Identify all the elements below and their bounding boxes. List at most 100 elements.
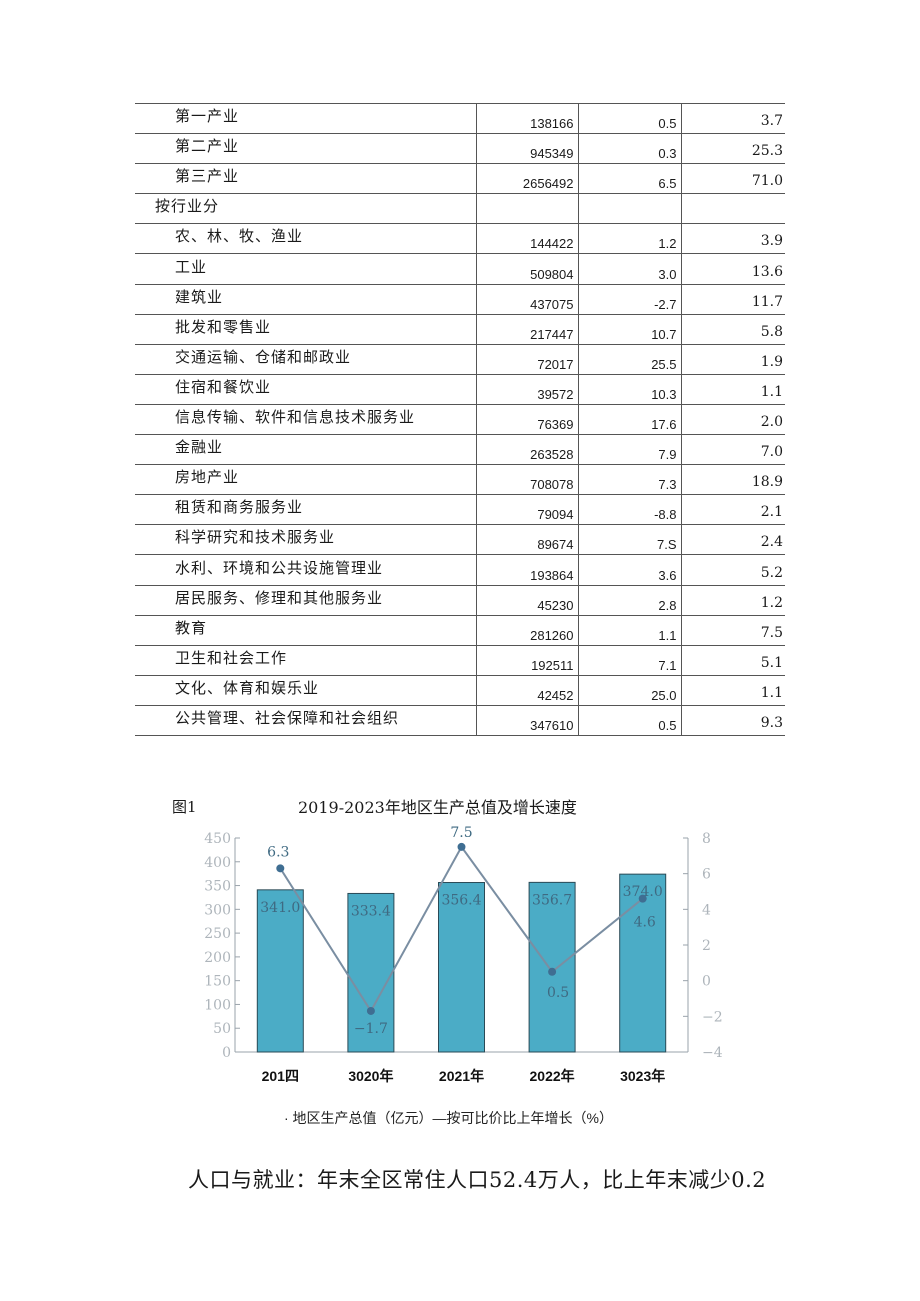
growth-point bbox=[638, 894, 647, 903]
share-cell: 1.9 bbox=[680, 344, 785, 375]
gdp-value-cell: 437075 bbox=[475, 284, 578, 315]
industry-name-cell: 工业 bbox=[135, 253, 476, 285]
growth-label: 7.5 bbox=[450, 825, 472, 841]
left-tick-label: 250 bbox=[204, 926, 231, 942]
growth-rate-cell: 3.6 bbox=[577, 554, 681, 586]
population-paragraph: 人口与就业：年末全区常住人口52.4万人，比上年末减少0.2 bbox=[188, 1168, 767, 1192]
growth-rate-cell: 7.9 bbox=[577, 434, 681, 466]
table-row: 按行业分 bbox=[135, 193, 785, 225]
left-tick-label: 100 bbox=[204, 997, 231, 1013]
table-row: 建筑业 437075 -2.7 11.7 bbox=[135, 284, 785, 315]
industry-name-cell: 租赁和商务服务业 bbox=[135, 494, 476, 526]
gdp-bar-label: 341.0 bbox=[260, 900, 300, 916]
table-row: 工业 509804 3.0 13.6 bbox=[135, 253, 785, 285]
industry-name-cell: 卫生和社会工作 bbox=[135, 645, 476, 676]
growth-rate-cell: -8.8 bbox=[577, 494, 681, 526]
growth-rate-cell: -2.7 bbox=[577, 284, 681, 315]
table-row: 信息传输、软件和信息技术服务业 76369 17.6 2.0 bbox=[135, 404, 785, 436]
industry-name-cell: 科学研究和技术服务业 bbox=[135, 524, 476, 556]
growth-rate-cell: 7.1 bbox=[577, 645, 681, 676]
growth-point bbox=[366, 1006, 375, 1015]
table-row: 第一产业 138166 0.5 3.7 bbox=[135, 102, 785, 135]
table-row: 住宿和餐饮业 39572 10.3 1.1 bbox=[135, 374, 785, 405]
left-tick-label: 300 bbox=[204, 902, 231, 918]
right-tick-label: 4 bbox=[702, 902, 711, 918]
gdp-value-cell: 76369 bbox=[475, 404, 578, 436]
share-cell bbox=[680, 193, 785, 225]
industry-name-cell: 信息传输、软件和信息技术服务业 bbox=[135, 404, 476, 436]
gdp-bar bbox=[256, 889, 304, 1053]
share-cell: 2.1 bbox=[680, 494, 785, 526]
gdp-value-cell: 45230 bbox=[475, 585, 578, 616]
gdp-by-industry-table: 第一产业 138166 0.5 3.7 第二产业 945349 0.3 25.3 第三产业 265… bbox=[135, 102, 785, 736]
x-category-label: 201四 bbox=[262, 1068, 299, 1084]
industry-name-cell: 按行业分 bbox=[135, 193, 476, 225]
growth-rate-cell: 0.3 bbox=[577, 133, 681, 165]
table-row: 卫生和社会工作 192511 7.1 5.1 bbox=[135, 645, 785, 676]
table-row: 租赁和商务服务业 79094 -8.8 2.1 bbox=[135, 494, 785, 526]
gdp-bar bbox=[347, 892, 395, 1053]
right-tick-label: 8 bbox=[702, 831, 711, 847]
gdp-value-cell: 263528 bbox=[475, 434, 578, 466]
share-cell: 9.3 bbox=[680, 705, 785, 736]
growth-point bbox=[457, 842, 466, 851]
share-cell: 2.4 bbox=[680, 524, 785, 556]
growth-rate-cell: 0.5 bbox=[577, 102, 681, 135]
industry-name-cell: 文化、体育和娱乐业 bbox=[135, 675, 476, 706]
share-cell: 1.1 bbox=[680, 675, 785, 706]
share-cell: 13.6 bbox=[680, 253, 785, 285]
growth-point bbox=[548, 967, 557, 976]
growth-rate-cell: 10.7 bbox=[577, 314, 681, 345]
gdp-value-cell: 509804 bbox=[475, 253, 578, 285]
gdp-value-cell bbox=[475, 193, 578, 225]
gdp-value-cell: 39572 bbox=[475, 374, 578, 405]
share-cell: 18.9 bbox=[680, 464, 785, 496]
industry-name-cell: 交通运输、仓储和邮政业 bbox=[135, 344, 476, 375]
table-row: 居民服务、修理和其他服务业 45230 2.8 1.2 bbox=[135, 585, 785, 616]
industry-name-cell: 第三产业 bbox=[135, 163, 476, 195]
industry-name-cell: 教育 bbox=[135, 615, 476, 646]
gdp-bar bbox=[438, 882, 485, 1053]
gdp-bar-label: 333.4 bbox=[351, 903, 391, 919]
gdp-value-cell: 138166 bbox=[475, 102, 578, 135]
gdp-value-cell: 2656492 bbox=[475, 163, 578, 195]
table-row: 农、林、牧、渔业 144422 1.2 3.9 bbox=[135, 223, 785, 255]
growth-rate-cell: 1.1 bbox=[577, 615, 681, 646]
share-cell: 1.1 bbox=[680, 374, 785, 405]
growth-rate-cell: 10.3 bbox=[577, 374, 681, 405]
gdp-value-cell: 42452 bbox=[475, 675, 578, 706]
gdp-bar-label: 356.4 bbox=[441, 893, 481, 909]
growth-rate-cell: 25.0 bbox=[577, 675, 681, 706]
share-cell: 5.8 bbox=[680, 314, 785, 345]
table-row: 水利、环境和公共设施管理业 193864 3.6 5.2 bbox=[135, 554, 785, 586]
x-category-label: 2021年 bbox=[439, 1068, 484, 1084]
left-tick-label: 450 bbox=[204, 831, 231, 847]
left-tick-label: 150 bbox=[204, 974, 231, 990]
table-row: 批发和零售业 217447 10.7 5.8 bbox=[135, 314, 785, 345]
chart-legend: · 地区生产总值（亿元）—按可比价比上年增长（%） bbox=[284, 1110, 613, 1126]
share-cell: 7.5 bbox=[680, 615, 785, 646]
share-cell: 3.7 bbox=[680, 102, 785, 135]
share-cell: 25.3 bbox=[680, 133, 785, 165]
table-row: 房地产业 708078 7.3 18.9 bbox=[135, 464, 785, 496]
growth-rate-cell: 25.5 bbox=[577, 344, 681, 375]
table-row: 公共管理、社会保障和社会组织 347610 0.5 9.3 bbox=[135, 705, 785, 736]
growth-rate-cell bbox=[577, 193, 681, 225]
gdp-value-cell: 79094 bbox=[475, 494, 578, 526]
industry-name-cell: 批发和零售业 bbox=[135, 314, 476, 345]
share-cell: 5.1 bbox=[680, 645, 785, 676]
growth-rate-cell: 2.8 bbox=[577, 585, 681, 616]
growth-label: 4.6 bbox=[634, 915, 656, 931]
share-cell: 2.0 bbox=[680, 404, 785, 436]
table-row: 科学研究和技术服务业 89674 7.S 2.4 bbox=[135, 524, 785, 556]
table-row: 文化、体育和娱乐业 42452 25.0 1.1 bbox=[135, 675, 785, 706]
industry-name-cell: 房地产业 bbox=[135, 464, 476, 496]
gdp-bar-label: 356.7 bbox=[532, 892, 572, 908]
growth-point bbox=[276, 864, 285, 873]
industry-name-cell: 农、林、牧、渔业 bbox=[135, 223, 476, 255]
figure-title: 2019-2023年地区生产总值及增长速度 bbox=[298, 798, 577, 817]
growth-label: 6.3 bbox=[267, 844, 289, 860]
industry-name-cell: 公共管理、社会保障和社会组织 bbox=[135, 705, 476, 736]
x-category-label: 3020年 bbox=[348, 1068, 393, 1084]
right-tick-label: 6 bbox=[702, 867, 711, 883]
